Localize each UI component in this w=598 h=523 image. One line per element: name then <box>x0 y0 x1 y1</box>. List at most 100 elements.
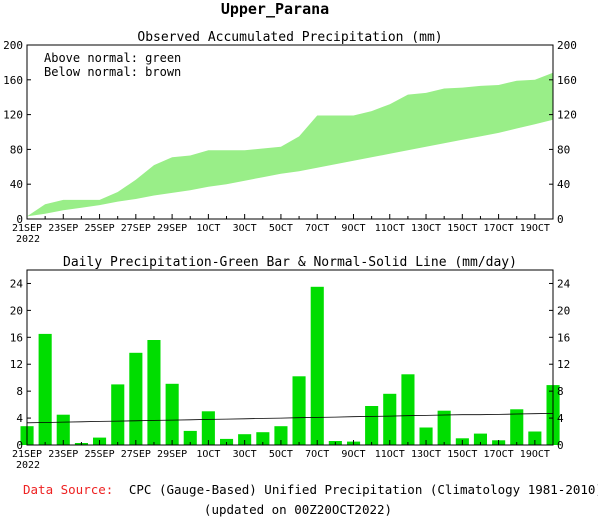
c2-xtick-label: 5OCT <box>269 449 293 460</box>
c1-ytick-label-right: 0 <box>557 213 564 226</box>
daily-bar <box>111 384 125 445</box>
c1-ytick-label-right: 40 <box>557 178 570 191</box>
c2-ytick-label-left: 20 <box>10 304 23 317</box>
c1-ytick-label-right: 120 <box>557 109 577 122</box>
c1-xtick-label: 15OCT <box>447 223 477 234</box>
c1-xtick-label: 3OCT <box>233 223 257 234</box>
daily-bar <box>256 432 270 445</box>
c2-xtick-label: 25SEP <box>84 449 114 460</box>
c2-ytick-label-right: 16 <box>557 331 570 344</box>
daily-bar <box>437 410 451 445</box>
c2-xtick-label: 3OCT <box>233 449 257 460</box>
c1-xtick-label: 9OCT <box>341 223 365 234</box>
daily-bar <box>147 340 161 445</box>
c1-xtick-label: 27SEP <box>121 223 151 234</box>
c2-xtick-label: 17OCT <box>484 449 514 460</box>
c2-ytick-label-right: 20 <box>557 304 570 317</box>
chart1-y-axis: 0 0 40 40 80 80 120 120 160 160 200 200 <box>3 39 577 226</box>
chart1-title: Observed Accumulated Precipitation (mm) <box>137 30 442 45</box>
daily-bar <box>274 426 288 445</box>
c1-xtick-label: 13OCT <box>411 223 441 234</box>
c1-ytick-label-right: 200 <box>557 39 577 52</box>
daily-bar <box>401 374 415 445</box>
c1-xtick-label: 5OCT <box>269 223 293 234</box>
daily-bar <box>528 431 542 445</box>
c2-ytick-label-left: 8 <box>16 385 23 398</box>
c1-xtick-label: 7OCT <box>305 223 329 234</box>
c2-xtick-label: 23SEP <box>48 449 78 460</box>
c1-xtick-label: 17OCT <box>484 223 514 234</box>
daily-bar <box>510 409 524 445</box>
daily-bar <box>201 411 215 445</box>
c2-xtick-label: 29SEP <box>157 449 187 460</box>
c1-xtick-label: 21SEP <box>12 223 42 234</box>
daily-bar <box>310 286 324 445</box>
daily-bar <box>165 383 179 446</box>
chart2-title: Daily Precipitation-Green Bar & Normal-S… <box>63 255 517 270</box>
c1-ytick-label-left: 200 <box>3 39 23 52</box>
accumulated-precipitation-chart: Observed Accumulated Precipitation (mm) … <box>3 30 577 245</box>
c2-xtick-label: 21SEP <box>12 449 42 460</box>
chart1-annotation-above: Above normal: green <box>44 51 181 65</box>
c1-xtick-label: 23SEP <box>48 223 78 234</box>
c2-ytick-label-right: 8 <box>557 385 564 398</box>
chart1-frame <box>26 44 554 220</box>
chart2-frame <box>26 269 554 446</box>
c1-ytick-label-left: 120 <box>3 109 23 122</box>
c1-ytick-label-left: 160 <box>3 74 23 87</box>
daily-bar <box>238 434 252 445</box>
daily-precipitation-chart: Daily Precipitation-Green Bar & Normal-S… <box>10 255 571 471</box>
daily-bar <box>38 333 52 445</box>
c1-ytick-label-left: 80 <box>10 143 23 156</box>
c2-ytick-label-left: 0 <box>16 439 23 452</box>
daily-bar <box>129 352 143 445</box>
daily-bar <box>220 438 234 445</box>
chart1-year-label: 2022 <box>16 234 40 245</box>
daily-bar <box>419 427 433 445</box>
data-source-line: Data Source: CPC (Gauge-Based) Unified P… <box>23 482 598 497</box>
c2-ytick-label-right: 24 <box>557 277 571 290</box>
daily-bar <box>183 430 197 445</box>
c1-xtick-label: 11OCT <box>375 223 405 234</box>
chart1-annotation-below: Below normal: brown <box>44 65 181 79</box>
chart1-x-axis: 21SEP 23SEP 25SEP 27SEP 29SEP 1OCT 3OCT 5OCT 7OC… <box>12 214 554 234</box>
c2-xtick-label: 15OCT <box>447 449 477 460</box>
daily-bars <box>20 286 560 446</box>
c2-ytick-label-left: 4 <box>16 412 23 425</box>
c1-ytick-label-left: 0 <box>16 213 23 226</box>
c2-xtick-label: 11OCT <box>375 449 405 460</box>
daily-bar <box>292 376 306 445</box>
c2-ytick-label-right: 12 <box>557 358 570 371</box>
c1-xtick-label: 25SEP <box>84 223 114 234</box>
c2-ytick-label-left: 24 <box>10 277 24 290</box>
daily-bar <box>383 393 397 445</box>
chart2-x-axis: 21SEP 23SEP 25SEP 27SEP 29SEP 1OCT 3OCT 5OCT 7OC… <box>12 440 554 460</box>
daily-bar <box>473 433 487 445</box>
above-normal-area <box>27 72 553 217</box>
c1-xtick-label: 19OCT <box>520 223 550 234</box>
c1-ytick-label-left: 40 <box>10 178 23 191</box>
c2-xtick-label: 13OCT <box>411 449 441 460</box>
updated-note: (updated on 00Z20OCT2022) <box>204 502 392 517</box>
c2-ytick-label-left: 12 <box>10 358 23 371</box>
chart2-year-label: 2022 <box>16 460 40 471</box>
c2-ytick-label-right: 0 <box>557 439 564 452</box>
c2-ytick-label-left: 16 <box>10 331 23 344</box>
c2-xtick-label: 27SEP <box>121 449 151 460</box>
c1-ytick-label-right: 80 <box>557 143 570 156</box>
chart2-y-axis: 0 0 4 4 8 8 12 12 16 16 20 20 24 24 <box>10 277 571 452</box>
c1-xtick-label: 29SEP <box>157 223 187 234</box>
c2-xtick-label: 19OCT <box>520 449 550 460</box>
c1-xtick-label: 1OCT <box>196 223 220 234</box>
data-source-text: CPC (Gauge-Based) Unified Precipitation … <box>129 482 598 497</box>
daily-bar <box>365 406 379 445</box>
c2-xtick-label: 7OCT <box>305 449 329 460</box>
page-title: Upper_Parana <box>221 0 329 18</box>
c2-xtick-label: 1OCT <box>196 449 220 460</box>
c2-ytick-label-right: 4 <box>557 412 564 425</box>
data-source-label: Data Source: <box>23 482 113 497</box>
c1-ytick-label-right: 160 <box>557 74 577 87</box>
normal-line <box>26 413 554 424</box>
c2-xtick-label: 9OCT <box>341 449 365 460</box>
